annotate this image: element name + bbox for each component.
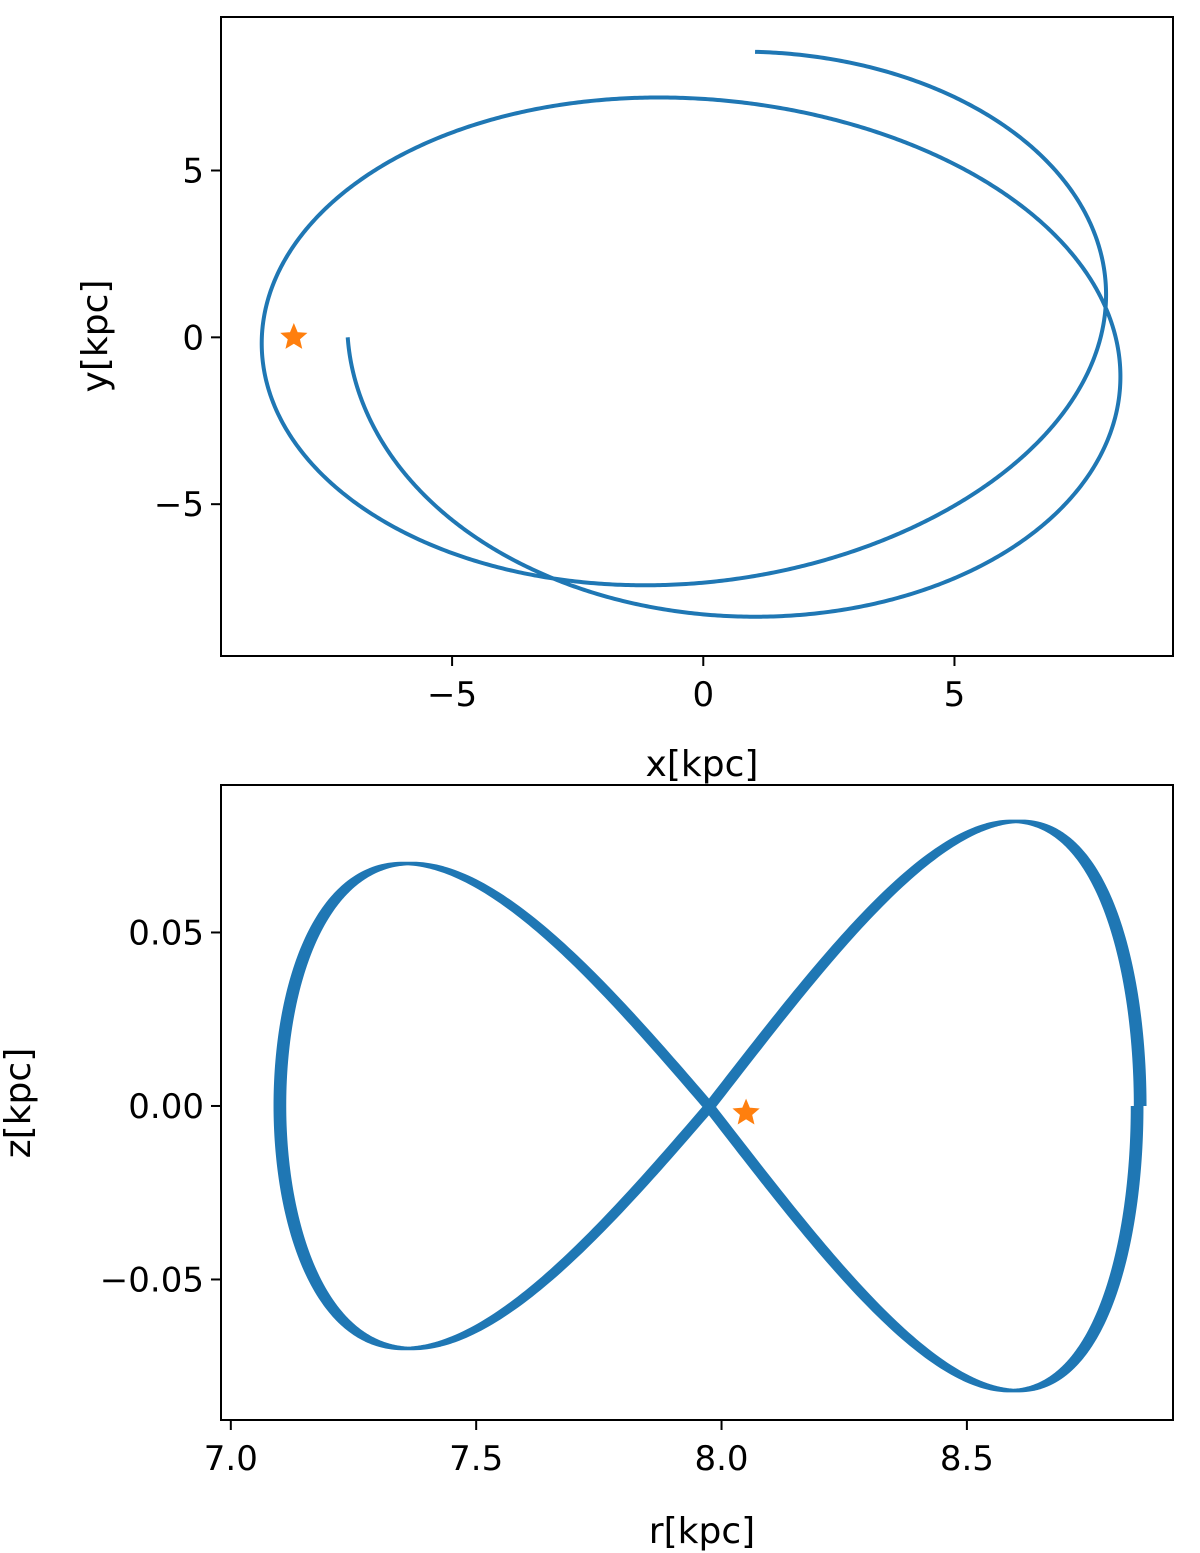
x-tick-label: 0 — [692, 675, 714, 715]
plot-area-frame — [220, 784, 1174, 1421]
rz-data-layer — [273, 819, 1147, 1393]
xy-orbit-panel: −5 0 5 −5 0 5 x[kpc] y[kpc] — [75, 16, 1174, 785]
y-tick-label: −5 — [154, 485, 204, 525]
x-tick-label: 7.5 — [449, 1439, 503, 1479]
x-tick-label: 5 — [944, 675, 966, 715]
y-axis-label: y[kpc] — [75, 280, 116, 393]
start-point-star — [280, 323, 308, 349]
y-tick-label: −0.05 — [100, 1260, 204, 1300]
x-tick-label: 8.0 — [694, 1439, 748, 1479]
y-axis-label: z[kpc] — [0, 1048, 39, 1158]
x-axis-label: r[kpc] — [649, 1511, 755, 1552]
rz-ticks: 7.0 7.5 8.0 8.5 −0.05 0.00 0.05 — [100, 913, 994, 1479]
x-tick-label: 8.5 — [940, 1439, 994, 1479]
y-tick-label: 0 — [182, 318, 204, 358]
plot-area-frame — [220, 16, 1174, 657]
x-tick-label: −5 — [427, 675, 477, 715]
xy-data-layer — [259, 49, 1123, 619]
rz-orbit-panel: 7.0 7.5 8.0 8.5 −0.05 0.00 0.05 r[kpc] z[kpc] — [0, 784, 1174, 1552]
start-point-star — [732, 1098, 760, 1125]
y-tick-label: 0.00 — [128, 1087, 204, 1127]
y-tick-label: 5 — [182, 151, 204, 191]
x-axis-label: x[kpc] — [646, 744, 759, 785]
orbit-line — [273, 819, 1147, 1393]
xy-ticks: −5 0 5 −5 0 5 — [154, 151, 965, 715]
orbit-line — [259, 49, 1123, 619]
y-tick-label: 0.05 — [128, 913, 204, 953]
x-tick-label: 7.0 — [204, 1439, 258, 1479]
